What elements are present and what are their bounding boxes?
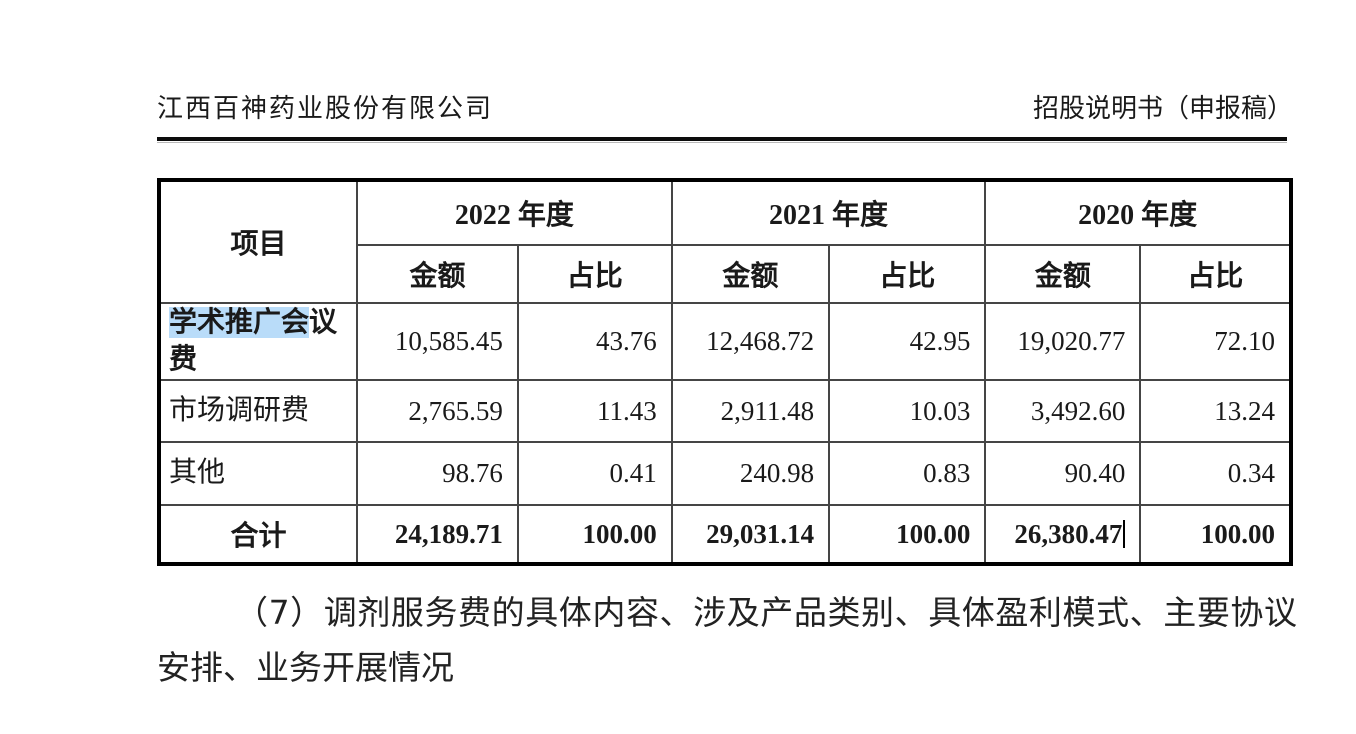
cell-value-with-cursor: 26,380.47 <box>984 504 1142 565</box>
cell-value: 10,585.45 <box>356 302 519 381</box>
cell-value: 90.40 <box>984 441 1142 506</box>
cell-value: 240.98 <box>670 441 831 506</box>
cell-value: 100.00 <box>1139 504 1292 565</box>
cell-value: 100.00 <box>516 504 673 565</box>
cell-value: 13.24 <box>1139 379 1292 443</box>
cell-value: 100.00 <box>828 504 987 565</box>
cell-value: 0.34 <box>1139 441 1292 506</box>
table-row: 学术推广会议费 10,585.45 43.76 12,468.72 42.95 … <box>157 302 1292 381</box>
row-label-total: 合计 <box>157 504 359 565</box>
cell-value: 42.95 <box>828 302 987 381</box>
cell-value: 43.76 <box>516 302 673 381</box>
cell-value: 19,020.77 <box>984 302 1142 381</box>
expense-breakdown-table: 项目 2022 年度 2021 年度 2020 年度 金额 占比 金额 占比 金… <box>157 178 1293 566</box>
column-header-amount-2021: 金额 <box>670 244 831 304</box>
cell-value: 2,911.48 <box>670 379 831 443</box>
cell-value: 12,468.72 <box>670 302 831 381</box>
row-label-rest: 议费 <box>169 306 338 375</box>
column-header-ratio-2021: 占比 <box>828 244 987 304</box>
cell-value: 10.03 <box>828 379 987 443</box>
cell-value: 0.83 <box>828 441 987 506</box>
document-type-label: 招股说明书（申报稿） <box>1032 94 1293 123</box>
table-header-sub-row: 金额 占比 金额 占比 金额 占比 <box>159 244 1292 304</box>
column-header-ratio-2020: 占比 <box>1139 244 1292 304</box>
highlighted-text-selection: 学术推广会 <box>169 306 310 338</box>
cell-value: 3,492.60 <box>984 379 1142 443</box>
cell-value: 11.43 <box>516 379 673 443</box>
cell-value: 72.10 <box>1139 302 1292 381</box>
text-cursor <box>1123 519 1126 548</box>
header-divider-thin-line <box>157 142 1287 143</box>
page-header: 江西百神药业股份有限公司 招股说明书（申报稿） <box>157 92 1293 126</box>
header-divider-thick-line <box>157 137 1287 141</box>
header-divider <box>157 137 1287 143</box>
cell-value: 29,031.14 <box>670 504 831 565</box>
column-header-amount-2022: 金额 <box>356 244 519 304</box>
column-header-item: 项目 <box>157 179 359 304</box>
row-label-other: 其他 <box>157 441 359 506</box>
column-header-year-2021: 2021 年度 <box>670 179 987 246</box>
column-header-year-2020: 2020 年度 <box>984 179 1292 246</box>
cell-value: 98.76 <box>356 441 519 506</box>
row-label-academic-promotion: 学术推广会议费 <box>157 302 359 381</box>
cell-value: 26,380.47 <box>1014 518 1123 549</box>
table-row: 其他 98.76 0.41 240.98 0.83 90.40 0.34 <box>157 441 1292 506</box>
table-header-year-row: 项目 2022 年度 2021 年度 2020 年度 <box>157 179 1292 304</box>
column-header-amount-2020: 金额 <box>984 244 1142 304</box>
column-header-year-2022: 2022 年度 <box>356 179 673 246</box>
cell-value: 24,189.71 <box>356 504 519 565</box>
table-row: 市场调研费 2,765.59 11.43 2,911.48 10.03 3,49… <box>157 379 1292 443</box>
cell-value: 0.41 <box>516 441 673 506</box>
company-name: 江西百神药业股份有限公司 <box>157 94 494 123</box>
section-heading-7: （7）调剂服务费的具体内容、涉及产品类别、具体盈利模式、主要协议安排、业务开展情… <box>157 593 1297 687</box>
row-label-market-research: 市场调研费 <box>157 379 359 443</box>
column-header-ratio-2022: 占比 <box>516 244 673 304</box>
table-total-row: 合计 24,189.71 100.00 29,031.14 100.00 26,… <box>157 504 1292 565</box>
cell-value: 2,765.59 <box>356 379 519 443</box>
